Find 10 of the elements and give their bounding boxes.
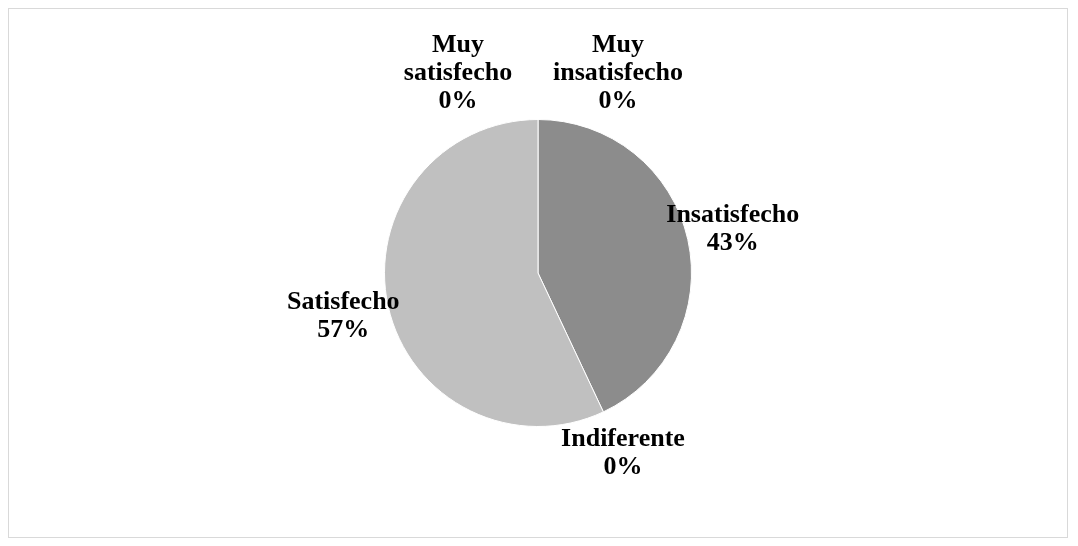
- slice-label: Satisfecho: [286, 286, 400, 316]
- data-label: 43%: [706, 227, 759, 257]
- category-label: Muy satisfecho: [403, 29, 513, 87]
- text: 0%: [598, 85, 638, 115]
- slice-label: Insatisfecho: [666, 199, 800, 229]
- text: 0%: [438, 85, 478, 115]
- category-label: Indiferente: [561, 423, 685, 453]
- data-label: 57%: [317, 314, 370, 344]
- text: 0%: [603, 451, 643, 481]
- category-label: Muy insatisfecho: [553, 29, 683, 87]
